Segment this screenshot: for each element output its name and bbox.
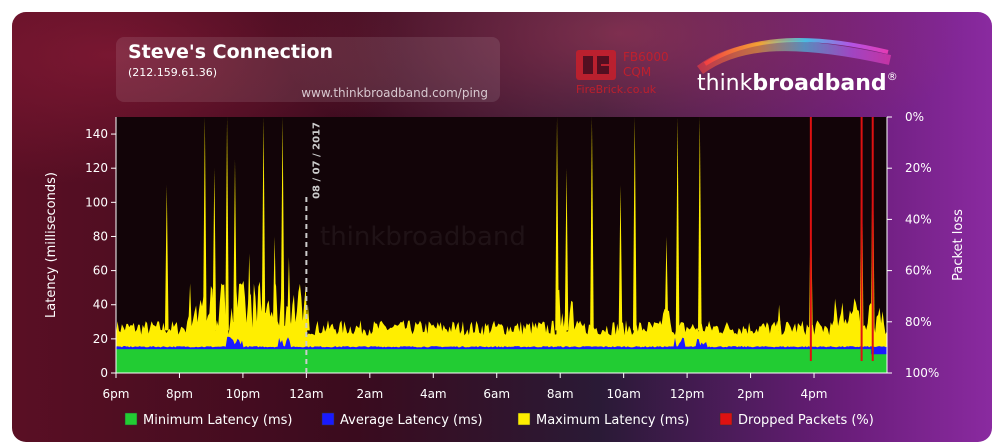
y-tick-label: 60 — [93, 264, 108, 278]
max-spike-2 — [212, 168, 217, 331]
y-tick-label: 40 — [93, 298, 108, 312]
brand-reg: ® — [887, 70, 898, 83]
x-tick-label: 12am — [289, 387, 323, 401]
y-tick-label: 80 — [93, 229, 108, 243]
max-spike-19 — [777, 304, 781, 331]
site-url: www.thinkbroadband.com/ping — [301, 86, 488, 100]
max-spike-18 — [698, 117, 702, 331]
x-tick-label: 8pm — [166, 387, 193, 401]
firebrick-logo-mark — [576, 50, 616, 80]
y2-tick-label: 100% — [905, 366, 939, 380]
header-box — [116, 37, 500, 102]
y-tick-label: 120 — [85, 161, 108, 175]
max-spike-4 — [233, 159, 237, 331]
logo-swoosh — [697, 41, 892, 75]
y-tick-label: 140 — [85, 127, 108, 141]
max-spike-0 — [164, 185, 169, 331]
brand-think: think — [697, 71, 753, 96]
firebrick-site: FireBrick.co.uk — [576, 83, 657, 96]
x-axis: 6pm 8pm 10pm 12am 2am 4am 6am 8am 10am 12pm 2pm 4pm — [103, 372, 887, 401]
legend-swatch-avg — [321, 412, 335, 426]
max-spike-3 — [225, 117, 229, 331]
firebrick-logo-glyph — [583, 56, 609, 74]
y2-axis-label: Packet loss — [951, 209, 966, 281]
y-tick-label: 0 — [100, 366, 108, 380]
max-spike-7 — [272, 236, 277, 331]
x-tick-label: 6pm — [103, 387, 130, 401]
y-tick-label: 100 — [85, 195, 108, 209]
y2-tick-label: 60% — [905, 264, 932, 278]
legend-label-avg: Average Latency (ms) — [340, 413, 483, 428]
y2-tick-label: 20% — [905, 161, 932, 175]
series-min-latency-area — [116, 349, 887, 373]
max-spike-15 — [632, 117, 637, 331]
brand-broadband: broadband — [752, 71, 886, 96]
y2-tick-label: 80% — [905, 315, 932, 329]
legend-swatch-min — [124, 412, 138, 426]
x-tick-label: 6am — [483, 387, 510, 401]
legend-label-min: Minimum Latency (ms) — [143, 413, 292, 428]
legend-label-max: Maximum Latency (ms) — [536, 413, 689, 428]
legend-label-dropped: Dropped Packets (%) — [738, 413, 874, 428]
max-spike-17 — [675, 117, 680, 331]
firebrick-product: CQM — [623, 65, 651, 79]
max-spike-11 — [555, 117, 559, 331]
y2-tick-label: 40% — [905, 212, 932, 226]
max-spike-12 — [564, 168, 569, 331]
max-spike-8 — [280, 117, 285, 331]
logo-swoosh-2 — [703, 38, 889, 66]
x-tick-label: 4am — [420, 387, 447, 401]
date-marker: 08 / 07 / 2017 — [305, 122, 322, 373]
y-axis-left: 0 20 40 60 80 100 120 140 — [85, 117, 117, 380]
x-tick-label: 2pm — [737, 387, 764, 401]
max-spike-16 — [664, 236, 669, 331]
ip-address: (212.159.61.36) — [128, 66, 217, 79]
legend-swatch-dropped — [719, 412, 733, 426]
watermark: thinkbroadband — [320, 222, 526, 252]
max-spike-13 — [590, 117, 594, 331]
x-tick-label: 12pm — [670, 387, 705, 401]
x-tick-label: 2am — [356, 387, 383, 401]
y2-tick-label: 0% — [905, 110, 924, 124]
legend: Minimum Latency (ms) Average Latency (ms)… — [124, 412, 874, 428]
plot-series — [116, 117, 887, 373]
y-axis-label: Latency (milliseconds) — [44, 172, 59, 318]
thinkbroadband-logo: thinkbroadband® — [697, 38, 898, 96]
x-tick-label: 10pm — [226, 387, 261, 401]
y-axis-right: 0% 20% 40% 60% 80% 100% — [886, 110, 939, 380]
date-marker-label: 08 / 07 / 2017 — [311, 122, 322, 199]
max-spike-14 — [618, 185, 623, 331]
brand-logo-text: thinkbroadband® — [697, 70, 898, 96]
x-tick-label: 8am — [547, 387, 574, 401]
page-title: Steve's Connection — [128, 41, 333, 63]
x-tick-label: 10am — [606, 387, 640, 401]
max-spike-6 — [261, 117, 266, 331]
max-spike-9 — [287, 256, 291, 331]
max-spike-5 — [247, 253, 252, 331]
firebrick-logo: FB6000 CQM FireBrick.co.uk — [576, 50, 669, 96]
legend-swatch-max — [517, 412, 531, 426]
y-tick-label: 20 — [93, 332, 108, 346]
x-tick-label: 4pm — [801, 387, 828, 401]
max-spike-1 — [203, 117, 207, 331]
firebrick-model: FB6000 — [623, 50, 669, 64]
